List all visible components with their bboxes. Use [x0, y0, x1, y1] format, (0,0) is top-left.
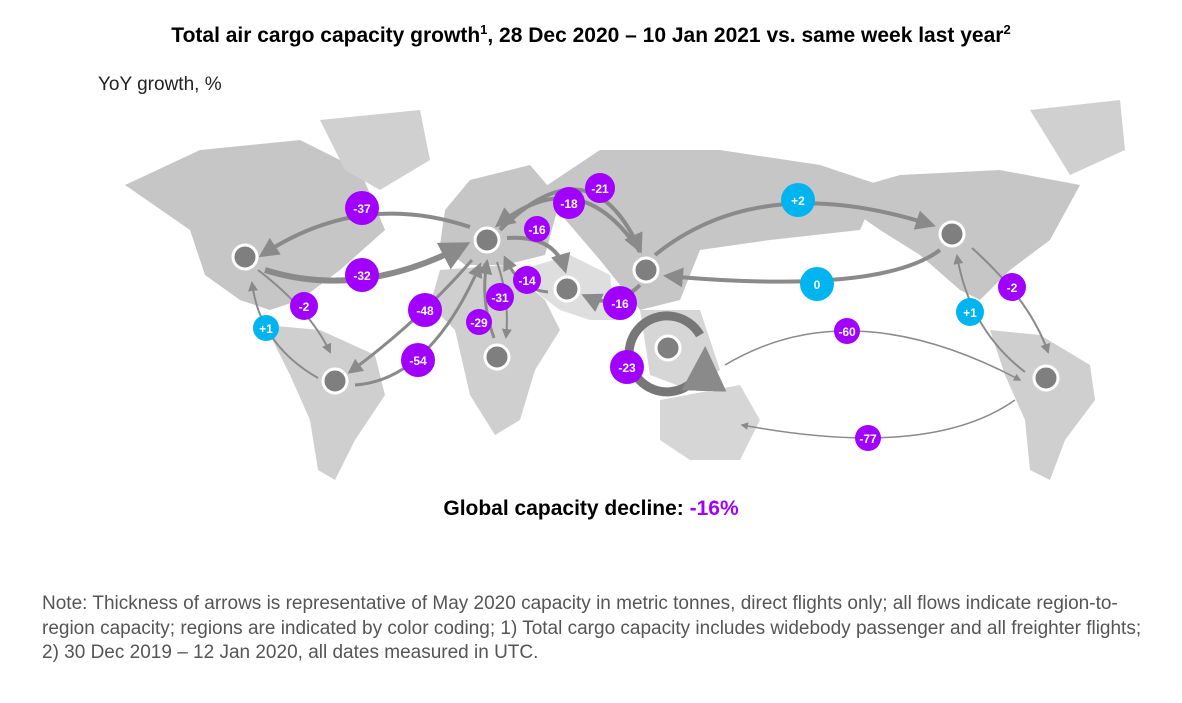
footnote: Note: Thickness of arrows is representat…	[42, 593, 1142, 663]
badge-value: -77	[859, 432, 877, 446]
badge-circle	[513, 266, 541, 294]
badge-circle	[290, 292, 318, 320]
badge-circle	[834, 318, 860, 344]
badge-circle	[956, 298, 984, 326]
region-nodes	[231, 220, 1060, 395]
south-america-east	[990, 330, 1095, 480]
global-value: -16%	[689, 497, 739, 520]
badge-sa-to-oceania: -77	[855, 425, 881, 451]
arrow-sa-to-na-east	[953, 254, 1026, 373]
badge-circle	[998, 273, 1026, 301]
badge-sa-to-eu: -54	[401, 343, 435, 377]
badge-circle	[345, 258, 379, 292]
arrow-na-to-asia	[663, 248, 942, 288]
node-africa	[483, 343, 511, 371]
flow-badges: -37 -32 -2 +1 -48 -54 -31-29 -14 -16 -18 -21 -16 -23…	[253, 173, 1026, 451]
badge-circle	[524, 216, 550, 242]
node-south-america-west	[321, 367, 349, 395]
badge-value: +2	[791, 194, 805, 208]
badge-af-to-eu: -31	[486, 283, 514, 311]
badge-sa-to-na-east: +1	[956, 298, 984, 326]
badge-eu-to-asia: -21	[585, 173, 615, 203]
badge-circle	[855, 425, 881, 451]
badge-value: -16	[528, 223, 546, 237]
badge-me-to-eu: -14	[513, 266, 541, 294]
badge-value: 0	[814, 278, 821, 292]
badge-value: -37	[353, 202, 371, 216]
badge-sa-to-na: +1	[253, 315, 279, 341]
badge-value: -48	[416, 304, 434, 318]
north-america-west	[125, 140, 385, 310]
badge-value: -32	[353, 269, 371, 283]
badge-value: -18	[560, 197, 578, 211]
global-capacity-decline: Global capacity decline: -16%	[0, 497, 1182, 521]
badge-asia-to-eu: -18	[553, 187, 585, 219]
badge-value: -21	[591, 182, 609, 196]
south-america-west	[265, 325, 385, 480]
footnote-2-marker: 2	[1003, 22, 1011, 37]
badge-circle	[603, 286, 637, 320]
badge-na-to-sa: -2	[290, 292, 318, 320]
badge-circle	[553, 187, 585, 219]
badge-value: +1	[963, 306, 977, 320]
badge-value: -23	[618, 361, 636, 375]
badge-eu-to-na: -37	[345, 191, 379, 225]
node-north-america-east	[938, 220, 966, 248]
badge-asia-to-me: -16	[603, 286, 637, 320]
arrow-oceania-to-sa	[724, 330, 1022, 381]
badge-circle	[486, 283, 514, 311]
node-south-america-east	[1032, 364, 1060, 392]
arrow-na-east-to-sa	[971, 247, 1051, 354]
title-text: Total air cargo capacity growth	[171, 24, 481, 47]
badge-asia-to-na: +2	[781, 183, 815, 217]
badge-circle	[345, 191, 379, 225]
node-middle-east	[553, 275, 581, 303]
arrow-asia-to-na	[653, 201, 936, 257]
badge-value: -31	[491, 291, 509, 305]
badge-value: -14	[518, 274, 536, 288]
badge-value: +1	[259, 322, 273, 336]
arrow-eu-to-me	[506, 235, 571, 274]
badge-circle	[408, 293, 442, 327]
badge-oceania-to-sa: -60	[834, 318, 860, 344]
badge-value: -16	[611, 297, 629, 311]
badge-value: -60	[838, 325, 856, 339]
badge-circle	[253, 315, 279, 341]
badge-circle	[585, 173, 615, 203]
badge-circle	[781, 183, 815, 217]
greenland-east	[1030, 100, 1125, 175]
node-southeast-asia	[654, 334, 682, 362]
badge-eu-to-sa: -48	[408, 293, 442, 327]
australia	[660, 385, 760, 460]
arrow-af-to-eu	[477, 259, 496, 339]
greenland	[320, 110, 430, 190]
node-china	[632, 256, 660, 284]
node-north-america-west	[231, 243, 259, 271]
footnote-1-marker: 1	[480, 22, 488, 37]
badge-circle	[800, 267, 834, 301]
world-flow-map: -37 -32 -2 +1 -48 -54 -31-29 -14 -16 -18 -21 -16 -23…	[125, 100, 1125, 480]
badge-na-to-eu: -32	[345, 258, 379, 292]
badge-circle	[401, 343, 435, 377]
badge-na-east-to-sa: -2	[998, 273, 1026, 301]
badge-value: -54	[409, 354, 427, 368]
badge-na-to-asia: 0	[800, 267, 834, 301]
badge-circle	[610, 350, 644, 384]
arrow-sa-to-oceania	[740, 399, 1016, 439]
badge-value: -29	[470, 316, 488, 330]
unit-label: YoY growth, %	[98, 74, 222, 95]
node-europe	[473, 226, 501, 254]
badge-intra-sea: -23	[610, 350, 644, 384]
badge-value: -2	[299, 300, 310, 314]
global-label: Global capacity decline:	[443, 497, 690, 520]
badge-eu-to-me: -16	[524, 216, 550, 242]
badge-value: -2	[1007, 281, 1018, 295]
arrow-eu-to-asia	[498, 187, 643, 254]
badge-circle	[466, 309, 492, 335]
title-text-date: , 28 Dec 2020 – 10 Jan 2021 vs. same wee…	[487, 24, 1004, 47]
chart-title: Total air cargo capacity growth1, 28 Dec…	[0, 22, 1182, 48]
badge-eu-to-af: -29	[466, 309, 492, 335]
